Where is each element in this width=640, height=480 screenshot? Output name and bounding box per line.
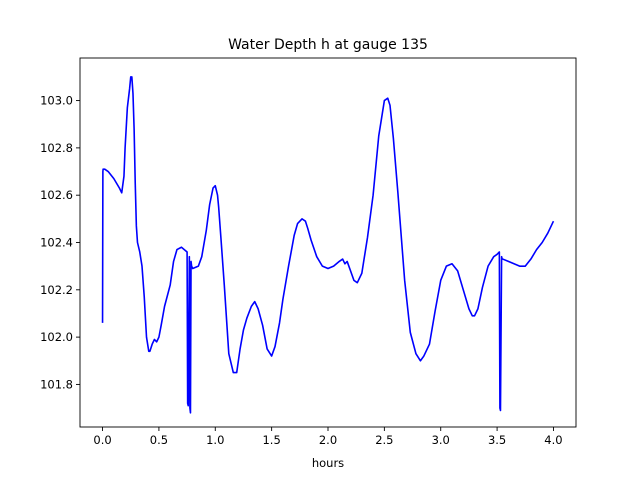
- x-tick-label: 4.0: [544, 433, 562, 447]
- plot-frame: [79, 57, 577, 428]
- y-tick-label: 102.2: [40, 283, 73, 297]
- plot-content: [101, 76, 555, 414]
- x-axis-ticks: 0.0 0.5 1.0 1.5 2.0 2.5 3.0 3.5 4.0: [93, 427, 563, 447]
- y-tick-label: 103.0: [40, 94, 73, 108]
- x-tick-label: 0.5: [150, 433, 168, 447]
- y-tick-label: 102.8: [40, 141, 73, 155]
- y-axis-ticks: 101.8 102.0 102.2 102.4 102.6 102.8 103.0: [40, 94, 80, 391]
- y-tick-label: 102.0: [40, 330, 73, 344]
- y-tick-label: 101.8: [40, 377, 73, 391]
- series-line: [101, 76, 555, 414]
- y-tick-label: 102.4: [40, 236, 73, 250]
- x-tick-label: 2.5: [375, 433, 393, 447]
- x-axis-label: hours: [312, 456, 344, 470]
- x-tick-label: 1.5: [262, 433, 280, 447]
- x-tick-label: 3.5: [488, 433, 506, 447]
- y-tick-label: 102.6: [40, 188, 73, 202]
- x-tick-label: 1.0: [206, 433, 224, 447]
- chart-title: Water Depth h at gauge 135: [228, 37, 428, 53]
- x-tick-label: 0.0: [93, 433, 111, 447]
- x-tick-label: 3.0: [432, 433, 450, 447]
- x-tick-label: 2.0: [319, 433, 337, 447]
